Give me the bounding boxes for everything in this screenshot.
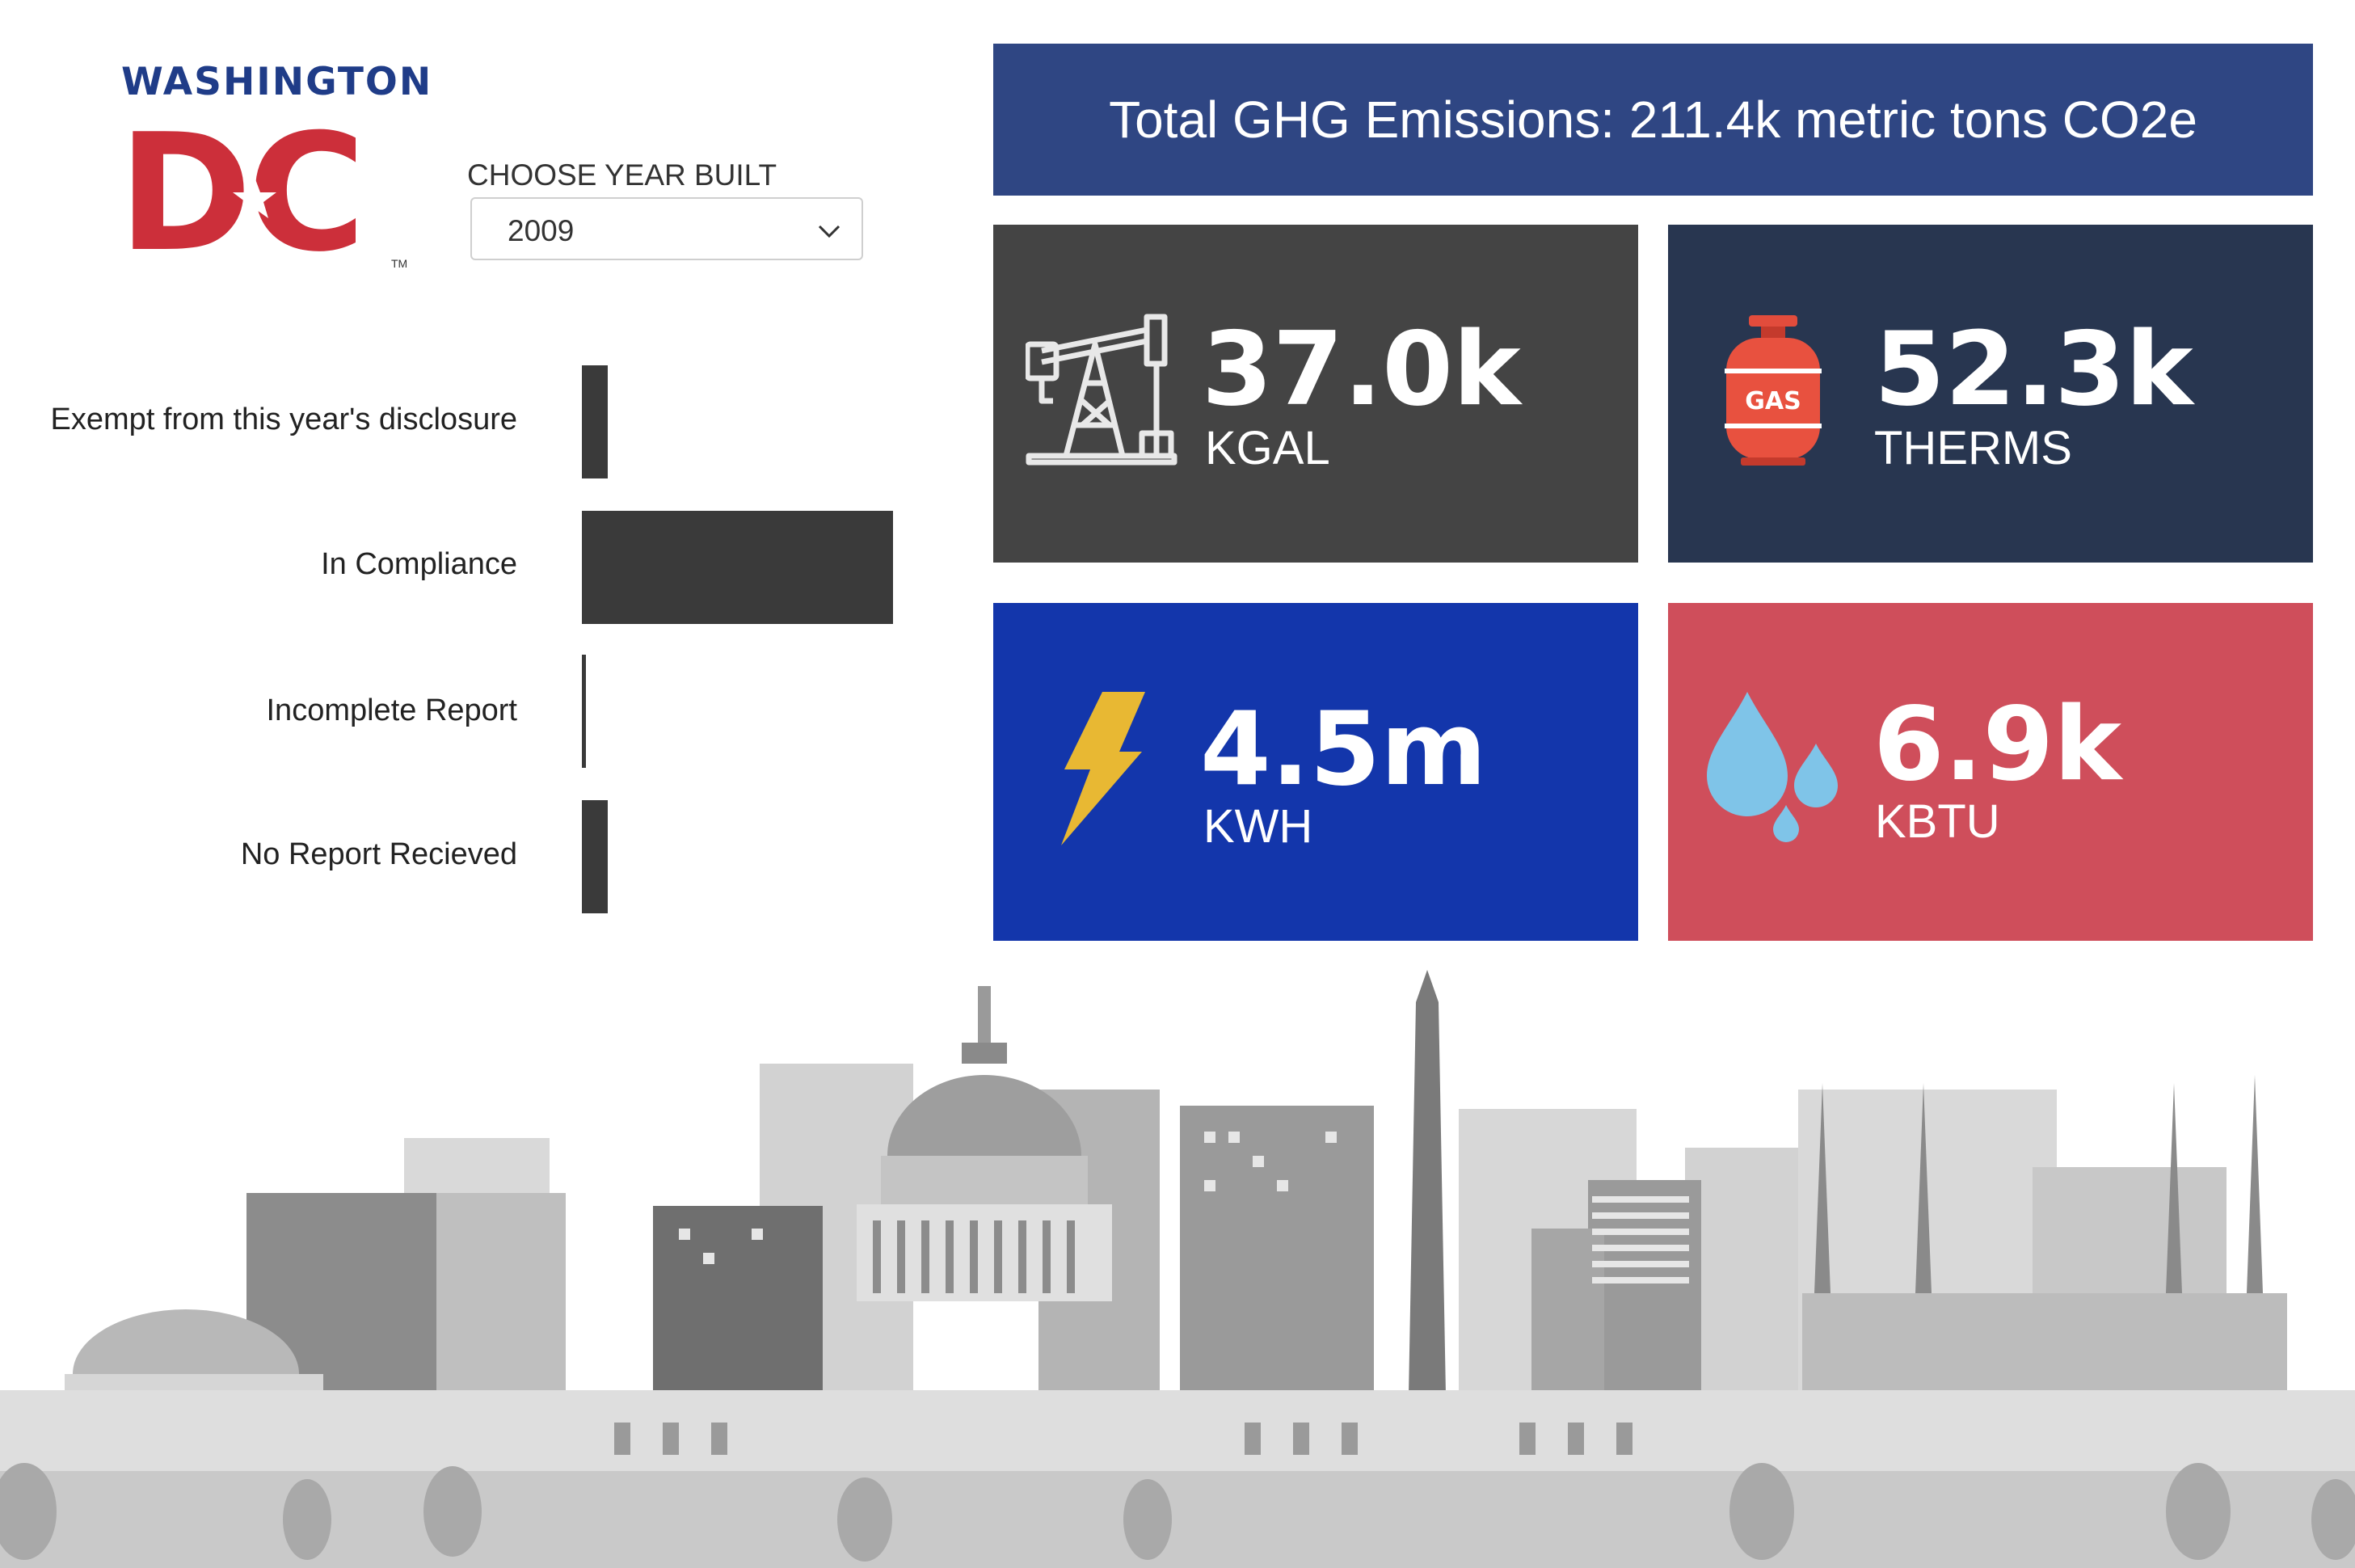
kbtu-value: 6.9k (1873, 685, 2122, 803)
bar-in-compliance[interactable] (582, 511, 893, 624)
logo-washington-text: WASHINGTON (121, 60, 433, 104)
bar-exempt[interactable] (582, 365, 608, 478)
kwh-value: 4.5m (1200, 689, 1487, 808)
kwh-card[interactable]: 4.5m KWH (993, 603, 1638, 941)
bar-label-no-report: No Report Recieved (240, 837, 517, 871)
year-built-dropdown[interactable]: 2009 (470, 197, 863, 260)
therms-card[interactable]: GAS 52.3k THERMS (1668, 225, 2313, 563)
water-drops-icon (1707, 692, 1838, 842)
gas-icon-text: GAS (1745, 387, 1801, 415)
chevron-down-icon (818, 225, 840, 238)
total-ghg-emissions-text: Total GHG Emissions: 211.4k metric tons … (1109, 91, 2197, 149)
washington-dc-skyline-illustration (0, 970, 2355, 1568)
therms-value: 52.3k (1874, 310, 2193, 428)
year-built-slicer-label: CHOOSE YEAR BUILT (467, 158, 777, 192)
logo-dc-left: D (118, 99, 252, 288)
kwh-unit: KWH (1203, 800, 1313, 853)
bar-label-incomplete-report: Incomplete Report (266, 693, 518, 727)
lightning-icon (1061, 692, 1145, 845)
bar-label-in-compliance: In Compliance (321, 547, 517, 581)
bar-label-exempt: Exempt from this year's disclosure (50, 403, 517, 436)
therms-unit: THERMS (1874, 422, 2072, 474)
logo-star-icon (233, 177, 276, 218)
year-built-selected-value: 2009 (508, 214, 575, 247)
logo-tm: TM (391, 257, 408, 270)
bar-no-report[interactable] (582, 800, 608, 913)
gas-cylinder-icon: GAS (1725, 315, 1822, 466)
bar-incomplete-report[interactable] (582, 655, 586, 768)
oil-pump-icon (1026, 314, 1178, 466)
kgal-unit: KGAL (1205, 422, 1330, 474)
kbtu-unit: KBTU (1875, 795, 2000, 848)
kbtu-card[interactable]: 6.9k KBTU (1668, 603, 2313, 941)
kgal-value: 37.0k (1202, 310, 1521, 428)
total-ghg-emissions-banner: Total GHG Emissions: 211.4k metric tons … (993, 44, 2313, 196)
logo-dc: DC (118, 113, 366, 275)
kgal-card[interactable]: 37.0k KGAL (993, 225, 1638, 563)
